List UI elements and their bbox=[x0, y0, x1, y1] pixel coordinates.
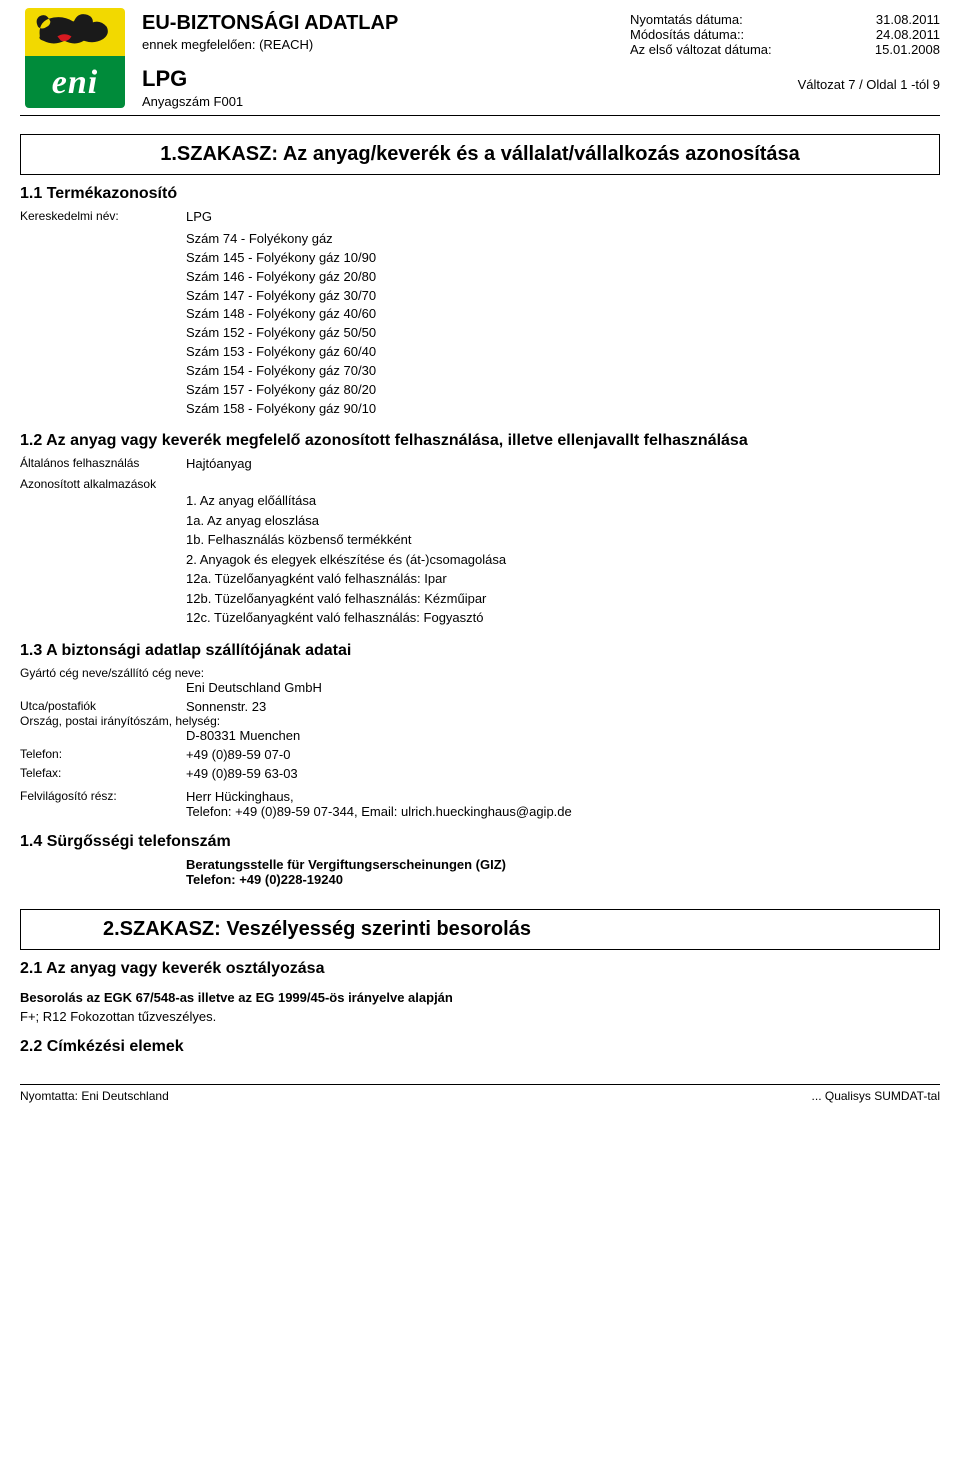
trade-name-row: Kereskedelmi név: LPG bbox=[20, 209, 940, 224]
szam-list: Szám 74 - Folyékony gáz Szám 145 - Folyé… bbox=[20, 230, 940, 418]
s14-heading: 1.4 Sürgősségi telefonszám bbox=[20, 833, 940, 851]
country-label: Ország, postai irányítószám, helység: bbox=[20, 714, 940, 728]
meta-first-date: Az első változat dátuma: 15.01.2008 bbox=[630, 42, 940, 57]
page-header: eni EU-BIZTONSÁGI ADATLAP ennek megfelel… bbox=[20, 8, 940, 116]
first-date-value: 15.01.2008 bbox=[875, 42, 940, 57]
identified-line: 1. Az anyag előállítása bbox=[186, 491, 940, 511]
identified-line: 12a. Tüzelőanyagként való felhasználás: … bbox=[186, 569, 940, 589]
logo-column: eni bbox=[20, 8, 130, 108]
manufacturer-label: Gyártó cég neve/szállító cég neve: bbox=[20, 666, 940, 680]
szam-line: Szám 146 - Folyékony gáz 20/80 bbox=[186, 268, 940, 287]
fax-row: Telefax: +49 (0)89-59 63-03 bbox=[20, 766, 940, 781]
szam-line: Szám 157 - Folyékony gáz 80/20 bbox=[186, 381, 940, 400]
szam-line: Szám 154 - Folyékony gáz 70/30 bbox=[186, 362, 940, 381]
title-column: EU-BIZTONSÁGI ADATLAP ennek megfelelően:… bbox=[142, 8, 618, 109]
general-use-value: Hajtóanyag bbox=[186, 456, 940, 471]
s13-heading: 1.3 A biztonsági adatlap szállítójának a… bbox=[20, 642, 940, 660]
product-name: LPG bbox=[142, 66, 618, 92]
identified-line: 2. Anyagok és elegyek elkészítése és (át… bbox=[186, 550, 940, 570]
section-2-title: 2.SZAKASZ: Veszélyesség szerinti besorol… bbox=[33, 918, 927, 941]
meta-column: Nyomtatás dátuma: 31.08.2011 Módosítás d… bbox=[630, 8, 940, 92]
s12-heading: 1.2 Az anyag vagy keverék megfelelő azon… bbox=[20, 432, 940, 450]
identified-line: 12b. Tüzelőanyagként való felhasználás: … bbox=[186, 589, 940, 609]
document-subtitle: ennek megfelelően: (REACH) bbox=[142, 37, 618, 52]
szam-line: Szám 153 - Folyékony gáz 60/40 bbox=[186, 343, 940, 362]
contact-label: Felvilágosító rész: bbox=[20, 789, 186, 804]
contact-value1: Herr Hückinghaus, bbox=[186, 789, 940, 804]
szam-line: Szám 145 - Folyékony gáz 10/90 bbox=[186, 249, 940, 268]
section-2-titlebox: 2.SZAKASZ: Veszélyesség szerinti besorol… bbox=[20, 909, 940, 950]
fax-value: +49 (0)89-59 63-03 bbox=[186, 766, 940, 781]
page-footer: Nyomtatta: Eni Deutschland ... Qualisys … bbox=[20, 1084, 940, 1103]
emergency-line1: Beratungsstelle für Vergiftungserscheinu… bbox=[20, 857, 940, 872]
szam-line: Szám 152 - Folyékony gáz 50/50 bbox=[186, 324, 940, 343]
s22-heading: 2.2 Címkézési elemek bbox=[20, 1038, 940, 1056]
general-use-label: Általános felhasználás bbox=[20, 456, 186, 471]
classification-basis: Besorolás az EGK 67/548-as illetve az EG… bbox=[20, 990, 940, 1005]
contact-row: Felvilágosító rész: Herr Hückinghaus, bbox=[20, 789, 940, 804]
s21-heading: 2.1 Az anyag vagy keverék osztályozása bbox=[20, 960, 940, 978]
print-date-value: 31.08.2011 bbox=[876, 12, 940, 27]
meta-version: Változat 7 / Oldal 1 -tól 9 bbox=[630, 77, 940, 92]
country-value: D-80331 Muenchen bbox=[20, 728, 940, 743]
manufacturer-value: Eni Deutschland GmbH bbox=[20, 680, 940, 695]
street-value: Sonnenstr. 23 bbox=[186, 699, 940, 714]
szam-line: Szám 148 - Folyékony gáz 40/60 bbox=[186, 305, 940, 324]
eni-logo: eni bbox=[25, 8, 125, 108]
product-subtitle: Anyagszám F001 bbox=[142, 94, 618, 109]
street-row: Utca/postafiók Sonnenstr. 23 bbox=[20, 699, 940, 714]
section-1-title: 1.SZAKASZ: Az anyag/keverék és a vállala… bbox=[33, 143, 927, 166]
szam-line: Szám 74 - Folyékony gáz bbox=[186, 230, 940, 249]
street-label: Utca/postafiók bbox=[20, 699, 186, 714]
classification-value: F+; R12 Fokozottan tűzveszélyes. bbox=[20, 1009, 940, 1024]
print-date-label: Nyomtatás dátuma: bbox=[630, 12, 743, 27]
mod-date-label: Módosítás dátuma:: bbox=[630, 27, 744, 42]
phone-value: +49 (0)89-59 07-0 bbox=[186, 747, 940, 762]
first-date-label: Az első változat dátuma: bbox=[630, 42, 772, 57]
meta-mod-date: Módosítás dátuma:: 24.08.2011 bbox=[630, 27, 940, 42]
s11-heading: 1.1 Termékazonosító bbox=[20, 185, 940, 203]
logo-text: eni bbox=[25, 64, 125, 102]
phone-row: Telefon: +49 (0)89-59 07-0 bbox=[20, 747, 940, 762]
trade-name-value: LPG bbox=[186, 209, 940, 224]
mod-date-value: 24.08.2011 bbox=[876, 27, 940, 42]
meta-print-date: Nyomtatás dátuma: 31.08.2011 bbox=[630, 12, 940, 27]
szam-line: Szám 147 - Folyékony gáz 30/70 bbox=[186, 287, 940, 306]
identified-line: 1a. Az anyag eloszlása bbox=[186, 511, 940, 531]
identified-list: 1. Az anyag előállítása 1a. Az anyag elo… bbox=[20, 491, 940, 628]
footer-right: ... Qualisys SUMDAT-tal bbox=[812, 1089, 940, 1103]
contact-value2: Telefon: +49 (0)89-59 07-344, Email: ulr… bbox=[20, 804, 940, 819]
footer-left: Nyomtatta: Eni Deutschland bbox=[20, 1089, 169, 1103]
logo-dog-icon bbox=[31, 8, 119, 60]
identified-line: 12c. Tüzelőanyagként való felhasználás: … bbox=[186, 608, 940, 628]
document-title: EU-BIZTONSÁGI ADATLAP bbox=[142, 12, 618, 35]
section-1-titlebox: 1.SZAKASZ: Az anyag/keverék és a vállala… bbox=[20, 134, 940, 175]
identified-label: Azonosított alkalmazások bbox=[20, 477, 940, 491]
version-value: Változat 7 / Oldal 1 -tól 9 bbox=[798, 77, 940, 92]
general-use-row: Általános felhasználás Hajtóanyag bbox=[20, 456, 940, 471]
emergency-line2: Telefon: +49 (0)228-19240 bbox=[20, 872, 940, 887]
fax-label: Telefax: bbox=[20, 766, 186, 781]
trade-name-label: Kereskedelmi név: bbox=[20, 209, 186, 224]
identified-line: 1b. Felhasználás közbenső termékként bbox=[186, 530, 940, 550]
phone-label: Telefon: bbox=[20, 747, 186, 762]
szam-line: Szám 158 - Folyékony gáz 90/10 bbox=[186, 400, 940, 419]
